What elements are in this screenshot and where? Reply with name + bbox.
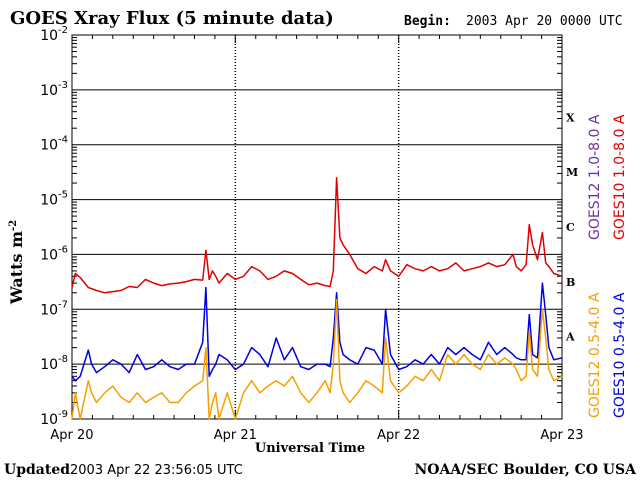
plot-area [71,34,563,420]
begin-value: 2003 Apr 20 0000 UTC [466,14,623,29]
legend-goes12-long: GOES12 1.0-8.0 A [587,114,603,240]
x-axis-tick-labels: Apr 20 Apr 21 Apr 22 Apr 23 [50,428,583,443]
y-axis-label: Watts m-2 [7,220,26,305]
legend-goes12-short: GOES12 0.5-4.0 A [587,292,603,418]
flare-class-label: B [566,276,575,289]
x-tick-label: Apr 22 [377,428,420,443]
begin-label: Begin: [404,14,451,29]
flare-class-label: M [566,166,578,179]
updated-label: Updated [4,462,70,478]
flare-class-labels: X M C B A [565,111,578,343]
y-axis-tick-labels: 10-2 10-3 10-4 10-5 10-6 10-7 10-8 10-9 [40,25,68,428]
y-tick-label: 10-2 [40,25,68,44]
series-line-0 [71,176,563,294]
x-tick-label: Apr 23 [540,428,583,443]
credit-text: NOAA/SEC Boulder, CO USA [415,462,638,478]
y-tick-label: 10-6 [40,244,68,263]
series-line-1 [71,282,563,382]
flare-class-label: A [565,331,575,344]
flare-class-label: C [566,221,575,234]
plot-frame [71,34,563,420]
x-tick-label: Apr 21 [214,428,257,443]
y-tick-label: 10-9 [40,409,68,428]
data-series [71,176,563,420]
series-line-2 [71,298,563,420]
legend-goes10-long: GOES10 1.0-8.0 A [612,114,628,240]
chart-title: GOES Xray Flux (5 minute data) [10,8,334,29]
updated-value: 2003 Apr 22 23:56:05 UTC [70,463,243,478]
legend-goes10-short: GOES10 0.5-4.0 A [612,292,628,418]
y-tick-label: 10-4 [40,135,68,154]
y-tick-label: 10-5 [40,190,68,209]
x-axis-label: Universal Time [255,441,365,456]
y-tick-label: 10-3 [40,80,68,99]
flare-class-label: X [566,111,575,124]
y-tick-label: 10-7 [40,299,68,318]
x-tick-label: Apr 20 [50,428,93,443]
y-tick-label: 10-8 [40,354,68,373]
